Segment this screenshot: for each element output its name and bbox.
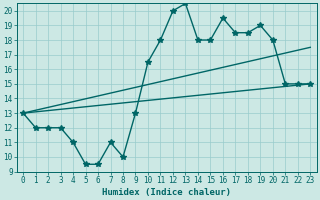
X-axis label: Humidex (Indice chaleur): Humidex (Indice chaleur) <box>102 188 231 197</box>
